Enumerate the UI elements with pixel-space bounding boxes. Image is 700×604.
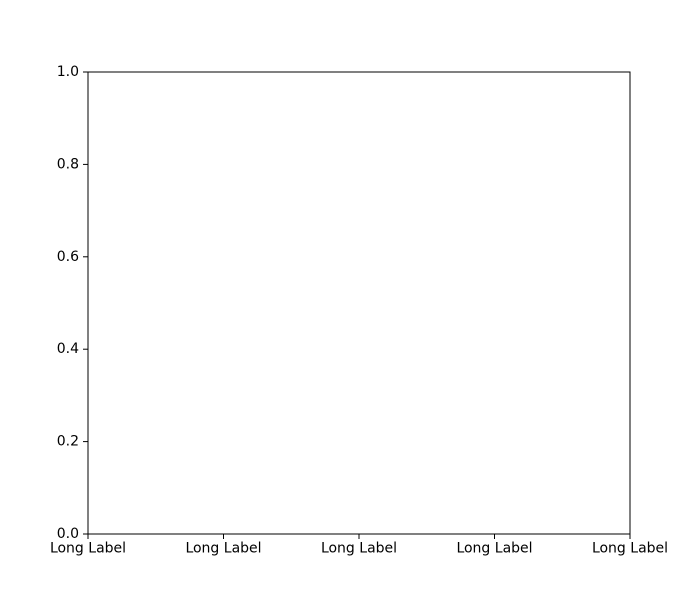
x-tick-label: Long Label [50,541,126,557]
x-axis: Long Label Long Label Long Label Long Label… [50,534,668,557]
y-tick-label: 0.0 [57,526,79,542]
x-tick-label: Long Label [321,541,397,557]
y-tick-label: 0.8 [57,156,79,172]
y-tick-label: 1.0 [57,64,79,80]
y-tick-label: 0.4 [57,341,79,357]
x-tick-label: Long Label [456,541,532,557]
x-tick-label: Long Label [592,541,668,557]
y-tick-label: 0.2 [57,434,79,450]
x-tick-label: Long Label [185,541,261,557]
plot-frame [87,71,631,535]
y-tick-label: 0.6 [57,249,79,265]
y-axis: 0.0 0.2 0.4 0.6 0.8 1.0 [57,64,88,542]
